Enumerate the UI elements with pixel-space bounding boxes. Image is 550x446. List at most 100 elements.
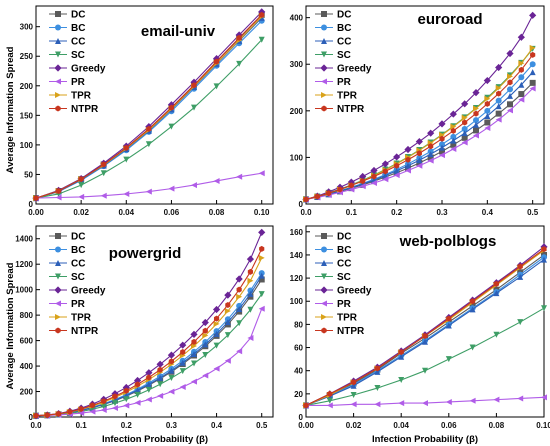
data-point-sc [258,291,265,298]
legend-marker-dc [55,233,61,239]
data-point-ntpr [428,143,434,150]
data-point-sc [145,141,152,148]
data-point-tpr [191,342,197,349]
data-point-pr [236,173,243,180]
chart-title: euroroad [417,11,482,28]
data-point-pr [89,408,96,415]
y-tick-label: 600 [20,337,34,346]
data-point-sc [168,123,175,130]
data-point-ntpr [439,135,445,142]
data-point-tpr [236,293,243,300]
x-tick-label: 0.2 [121,421,133,430]
data-point-sc [258,36,265,43]
data-point-sc [213,342,220,349]
series-line-tpr [35,16,263,199]
data-point-cc [461,130,468,137]
legend: DC BC CC SC Greedy PR TPR NTPR [315,232,372,337]
data-point-greedy [381,160,389,168]
y-tick-label: 160 [290,228,304,237]
data-point-sc [247,306,254,313]
data-point-ntpr [416,150,422,157]
data-point-cc [473,121,479,128]
data-point-cc [422,338,428,345]
data-point-sc [100,403,107,410]
y-tick-label: 0 [29,413,34,422]
x-tick-label: 0.08 [209,208,225,217]
data-point-pr [100,192,107,199]
legend-marker-sc [321,273,327,280]
data-point-pr [247,335,254,342]
legend-marker-dc [321,11,327,17]
data-point-ntpr [507,79,513,86]
legend-label-pr: PR [337,77,352,88]
data-point-greedy [224,291,232,299]
legend-label-greedy: Greedy [337,64,372,75]
data-point-pr [213,365,220,372]
legend-label-bc: BC [337,23,351,34]
legend-marker-tpr [321,314,327,320]
data-point-sc [78,182,85,189]
data-point-cc [507,92,513,99]
legend-label-cc: CC [337,37,351,48]
legend-marker-ntpr [321,327,327,334]
data-point-greedy [156,360,164,368]
data-point-cc [224,319,231,326]
legend-marker-ntpr [55,327,61,334]
data-point-bc [495,97,502,104]
data-point-sc [168,375,175,382]
legend-marker-pr [55,78,61,85]
data-point-ntpr [78,176,84,183]
chart-title: powergrid [109,245,182,262]
data-point-pr [359,183,366,190]
data-point-pr [517,395,524,402]
data-point-greedy [404,145,412,154]
data-point-ntpr [247,268,254,275]
x-tick-label: 0.4 [482,208,494,217]
y-tick-label: 100 [290,297,304,306]
data-point-sc [123,396,130,403]
data-point-tpr [202,332,209,339]
data-point-ntpr [236,286,242,293]
data-point-dc [427,154,434,161]
data-point-greedy [246,255,255,263]
data-point-greedy [506,49,514,58]
chart-panel-2: 0 200 400 600 800 1000 1200 1400 0.0 0.1 0.2 0.3 0.4… [15,225,274,430]
y-tick-label: 120 [290,274,304,283]
data-point-pr [100,406,107,413]
legend-marker-tpr [55,314,61,320]
data-point-ntpr [202,327,208,334]
series-line-dc [35,14,263,199]
data-point-ntpr [518,66,524,73]
data-point-bc [507,86,513,93]
x-tick-label: 0.02 [73,208,89,217]
data-point-sc [123,156,130,163]
data-point-ntpr [33,412,39,419]
data-point-ntpr [236,34,242,41]
data-point-bc [439,141,445,148]
legend-label-ntpr: NTPR [71,104,99,115]
plot-frame [305,225,545,418]
data-point-ntpr [405,156,411,163]
x-tick-label: 0.00 [298,421,314,430]
y-tick-label: 40 [294,367,303,376]
x-tick-label: 0.10 [536,421,550,430]
data-point-ntpr [422,332,428,339]
data-point-dc [461,134,468,141]
data-point-pr [398,400,405,407]
data-point-greedy [529,11,537,19]
data-point-greedy [370,166,378,175]
legend-label-tpr: TPR [337,91,358,102]
data-point-sc [469,344,476,351]
data-point-pr [374,401,381,408]
data-point-cc [258,272,265,279]
series-line-ntpr [35,14,263,199]
data-point-greedy [495,63,503,72]
y-tick-label: 250 [20,52,34,61]
data-point-ntpr [78,405,84,412]
legend-label-bc: BC [71,23,85,34]
data-point-ntpr [371,173,377,180]
data-point-pr [518,96,525,103]
data-point-sc [100,170,107,177]
data-point-dc [495,110,502,117]
